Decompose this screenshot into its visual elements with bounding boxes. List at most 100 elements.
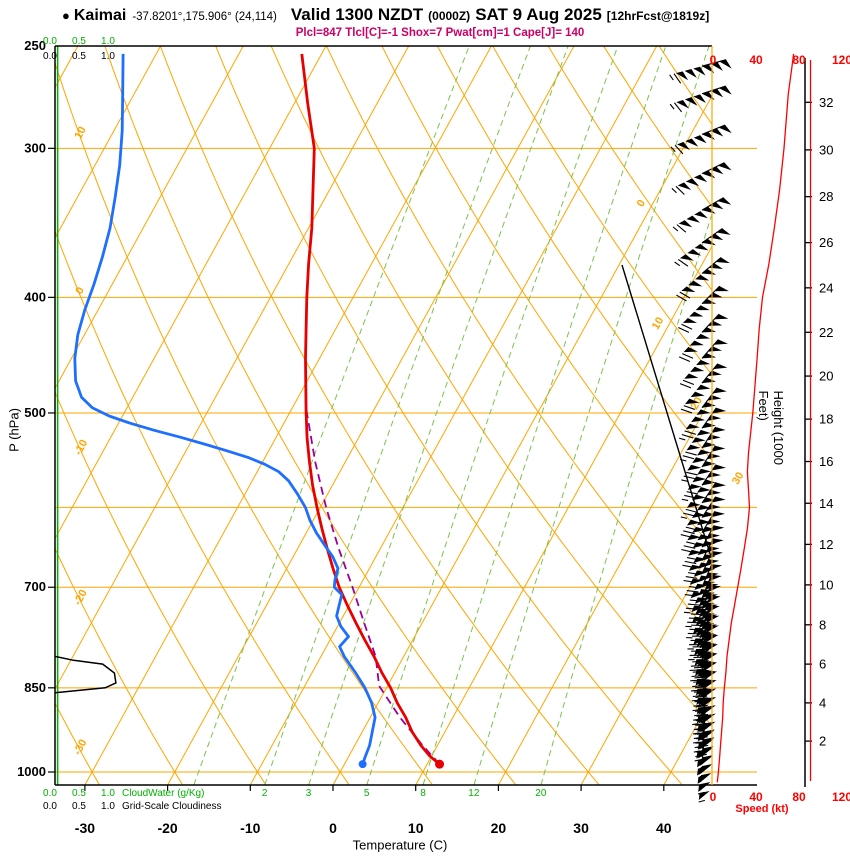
pressure-tick-label: 250 [24, 38, 46, 53]
cloudwater-axis-label: CloudWater (g/Kg) [122, 788, 204, 799]
sounding-curves [73, 53, 445, 769]
mixing-ratio-label: 12 [468, 788, 480, 799]
wind-barb [680, 464, 726, 519]
mixing-ratio-lines [193, 46, 712, 785]
wind-barb [670, 124, 732, 155]
cloud-scales: 0.0 0.0 0.0 0.0 0.5 0.5 0.5 0.5 1.0 1.0 1.0 1.0 Clou… [43, 36, 221, 812]
height-tick-label: 26 [819, 235, 833, 250]
mixing-ratio-label: 3 [306, 788, 312, 799]
cloudiness-scale-tick: 1.0 [101, 801, 115, 812]
height-tick-label: 30 [819, 142, 833, 157]
cloudiness-profile [54, 655, 117, 694]
wind-barb [679, 339, 728, 389]
cloudiness-scale-tick: 0.0 [43, 51, 57, 62]
temperature-tick-label: 0 [329, 820, 337, 836]
temperature-tick-label: -10 [240, 820, 260, 836]
temperature-tick-label: 10 [408, 820, 424, 836]
cloudiness-scale-tick: 0.0 [43, 801, 57, 812]
temperature-axis-title: Temperature (C) [352, 837, 448, 853]
height-tick-label: 12 [819, 537, 833, 552]
height-tick-label: 14 [819, 496, 833, 511]
isotherm-label: 20 [689, 395, 706, 412]
mixing-ratio-label: 2 [262, 788, 268, 799]
speed-tick-label: 40 [749, 53, 763, 67]
pressure-tick-label: 850 [24, 680, 46, 695]
cloudiness-scale-tick: 1.0 [101, 51, 115, 62]
mixing-ratio-label: 8 [420, 788, 426, 799]
height-tick-label: 24 [819, 280, 833, 295]
height-tick-label: 32 [819, 95, 833, 110]
wind-barb [669, 59, 732, 84]
station-coordinates: -37.8201°,175.906° (24,114) [132, 11, 277, 23]
wind-barb [681, 426, 726, 482]
height-tick-label: 16 [819, 454, 833, 469]
mixing-ratio-label: 5 [364, 788, 370, 799]
speed-tick-label: 40 [749, 790, 763, 804]
isotherm-label: 0 [635, 198, 648, 209]
pressure-tick-label: 300 [24, 140, 46, 155]
speed-tick-label: 0 [710, 53, 717, 67]
temperature-tick-label: 40 [656, 820, 672, 836]
height-tick-label: 10 [819, 577, 833, 592]
height-tick-label: 20 [819, 369, 833, 384]
wind-barb [680, 482, 726, 538]
isotherm-label-diagonal: 0 10 20 30 [621, 198, 747, 558]
cloud-profiles [54, 46, 117, 785]
wind-barb [669, 85, 732, 113]
isotherm-label: 10 [650, 315, 667, 332]
plot-frame [54, 45, 757, 786]
pressure-tick-label: 500 [24, 405, 46, 420]
cloudwater-scale-tick: 0.0 [43, 788, 57, 799]
wind-speed-curve [716, 53, 795, 783]
temperature-tick-label: 30 [573, 820, 589, 836]
pressure-axis-title: P (hPa) [6, 408, 22, 452]
dry-adiabat-label: -20 [72, 588, 90, 608]
pressure-axis: 250 300 400 500 700 850 1000 [17, 38, 55, 779]
station-name: Kaimai [73, 7, 127, 24]
height-tick-label: 2 [819, 734, 826, 749]
temperature-tick-label: -30 [75, 820, 95, 836]
temperature-tick-label: -20 [157, 820, 177, 836]
cloudwater-scale-tick: 0.5 [72, 788, 86, 799]
cloudwater-scale-tick: 0.0 [43, 36, 57, 47]
temperature-curve [300, 53, 441, 766]
speed-tick-label: 0 [710, 790, 717, 804]
sounding-indices: Plcl=847 Tlcl[C]=-1 Shox=7 Pwat[cm]=1 Ca… [295, 27, 585, 39]
cloudiness-scale-tick: 0.5 [72, 801, 86, 812]
isotherm-lines [55, 46, 712, 785]
height-tick-label: 6 [819, 657, 826, 672]
cloudwater-scale-tick: 1.0 [101, 36, 115, 47]
valid-date: SAT 9 Aug 2025 [475, 5, 602, 24]
temperature-axis: -30 -20 -10 0 10 20 30 40 [75, 785, 672, 836]
speed-tick-label: 80 [792, 790, 806, 804]
wind-barb [680, 407, 727, 462]
speed-axis: 0 0 40 40 80 80 120 120 [710, 53, 850, 804]
cloudiness-scale-tick: 0.5 [72, 51, 86, 62]
height-tick-label: 4 [819, 695, 826, 710]
header: ● Kaimai -37.8201°,175.906° (24,114) Valid … [62, 5, 709, 25]
parcel-curve [304, 400, 441, 765]
temperature-tick-label: 20 [491, 820, 507, 836]
dry-adiabat-label: 10 [72, 125, 88, 141]
cloudwater-scale-tick: 0.5 [72, 36, 86, 47]
forecast-tag: [12hrFcst@1819z] [606, 9, 710, 23]
height-tick-label: 28 [819, 189, 833, 204]
wind-barb [671, 162, 732, 195]
dry-adiabat-label: 0 [73, 285, 86, 296]
height-tick-label: 22 [819, 325, 833, 340]
wind-barb [672, 197, 732, 233]
valid-time-utc: (0000Z) [428, 9, 471, 23]
dewpoint-curve [73, 53, 377, 765]
speed-tick-label: 120 [832, 53, 850, 67]
valid-time: Valid 1300 NZDT [290, 5, 424, 24]
pressure-tick-label: 400 [24, 289, 46, 304]
cloudwater-scale-tick: 1.0 [101, 788, 115, 799]
wind-barb [681, 445, 726, 502]
wind-barb [683, 525, 725, 583]
isobar-lines [55, 147, 757, 773]
height-tick-label: 8 [819, 617, 826, 632]
wind-barbs [669, 59, 732, 803]
